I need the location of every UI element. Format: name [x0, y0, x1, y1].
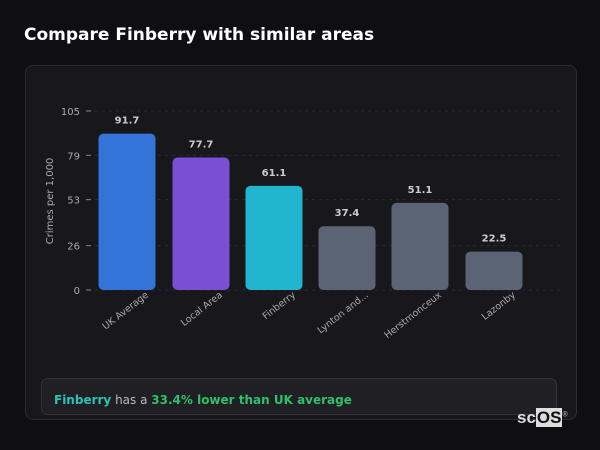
note-text: has a — [111, 393, 152, 407]
data-label: 37.4 — [335, 208, 360, 219]
x-tick-label: UK Average — [101, 290, 151, 333]
summary-note: Finberry has a 33.4% lower than UK avera… — [41, 378, 557, 415]
y-tick-label: 0 — [74, 286, 80, 297]
x-tick-label: Lynton and... — [316, 290, 371, 337]
y-tick-label: 79 — [67, 151, 80, 162]
bar — [172, 157, 230, 290]
bar — [98, 133, 156, 290]
comparison-highlight: 33.4% lower than UK average — [151, 393, 352, 407]
y-axis-label: Crimes per 1,000 — [45, 158, 56, 245]
data-label: 22.5 — [482, 234, 507, 245]
bar — [318, 226, 376, 290]
bar — [245, 185, 303, 290]
scos-logo: scOS® — [517, 408, 568, 428]
y-tick-label: 26 — [67, 242, 80, 253]
logo-mark: ® — [562, 411, 568, 419]
x-tick-label: Local Area — [179, 290, 225, 329]
x-tick-label: Herstmonceux — [382, 289, 444, 341]
area-name: Finberry — [54, 393, 112, 407]
x-tick-label: Finberry — [261, 289, 298, 322]
data-label: 61.1 — [262, 168, 287, 179]
y-tick-label: 105 — [61, 107, 80, 118]
x-tick-label: Lazonby — [480, 289, 518, 322]
logo-box: OS — [535, 408, 563, 427]
bar — [391, 202, 449, 290]
logo-prefix: sc — [517, 408, 536, 427]
data-label: 91.7 — [115, 116, 140, 127]
bar — [465, 251, 523, 290]
data-label: 51.1 — [408, 185, 433, 196]
data-label: 77.7 — [189, 140, 214, 151]
page-title: Compare Finberry with similar areas — [24, 25, 375, 45]
y-tick-label: 53 — [67, 196, 80, 207]
